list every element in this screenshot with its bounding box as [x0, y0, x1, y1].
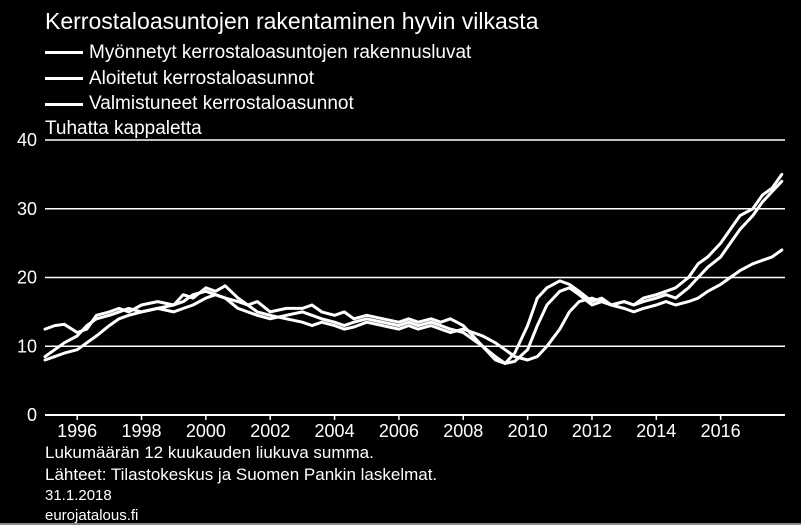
x-tick-label: 2010 — [508, 421, 548, 441]
y-tick-label: 0 — [27, 405, 37, 425]
x-tick-label: 2006 — [379, 421, 419, 441]
x-tick-label: 2008 — [443, 421, 483, 441]
y-tick-label: 10 — [17, 336, 37, 356]
x-tick-label: 2016 — [701, 421, 741, 441]
x-tick-label: 1996 — [57, 421, 97, 441]
chart-container: Kerrostaloasuntojen rakentaminen hyvin v… — [0, 0, 801, 523]
y-tick-label: 40 — [17, 130, 37, 150]
x-tick-label: 2014 — [636, 421, 676, 441]
caption-site: eurojatalous.fi — [45, 506, 437, 525]
x-tick-label: 2000 — [186, 421, 226, 441]
x-tick-label: 2012 — [572, 421, 612, 441]
series-line-0 — [45, 174, 782, 363]
caption-date: 31.1.2018 — [45, 486, 437, 506]
series-line-2 — [45, 250, 782, 360]
y-tick-label: 20 — [17, 268, 37, 288]
caption-sources: Lähteet: Tilastokeskus ja Suomen Pankin … — [45, 464, 437, 486]
x-tick-label: 1998 — [121, 421, 161, 441]
y-tick-label: 30 — [17, 199, 37, 219]
caption-note: Lukumäärän 12 kuukauden liukuva summa. — [45, 442, 437, 464]
x-tick-label: 2002 — [250, 421, 290, 441]
chart-caption: Lukumäärän 12 kuukauden liukuva summa. L… — [45, 442, 437, 525]
x-tick-label: 2004 — [315, 421, 355, 441]
